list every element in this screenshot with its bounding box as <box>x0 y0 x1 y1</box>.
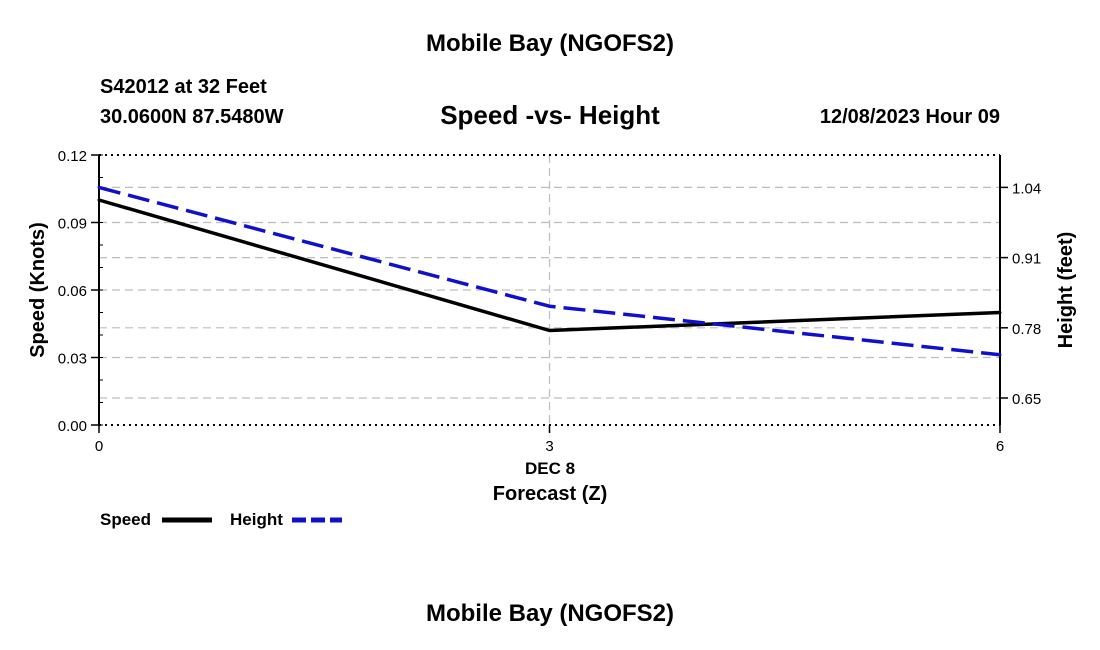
data-point-height <box>998 353 1002 357</box>
right-tick-label: 0.78 <box>1012 321 1041 338</box>
data-point-speed <box>97 198 101 202</box>
legend-label-height: Height <box>230 510 283 529</box>
right-tick-label: 0.91 <box>1012 251 1041 268</box>
left-tick-label: 0.00 <box>58 418 87 435</box>
left-tick-label: 0.09 <box>58 216 87 233</box>
legend-label-speed: Speed <box>100 510 151 529</box>
x-tick-label: 3 <box>545 438 553 455</box>
bottom-title: Mobile Bay (NGOFS2) <box>425 600 675 627</box>
right-tick-label: 0.65 <box>1012 391 1041 408</box>
y-axis-right-label: Height (feet) <box>1055 232 1077 349</box>
data-point-height <box>548 304 551 308</box>
top-title: Mobile Bay (NGOFS2) <box>425 30 675 57</box>
coordinates-label: 30.0600N 87.5480W <box>100 106 284 128</box>
legend: Speed Height <box>100 510 342 529</box>
chart-title: Speed -vs- Height <box>440 100 660 130</box>
date-label: 12/08/2023 Hour 09 <box>819 106 1000 128</box>
x-date-label: DEC 8 <box>525 459 575 478</box>
data-point-speed <box>998 311 1002 314</box>
station-label: S42012 at 32 Feet <box>100 76 267 98</box>
x-axis-label: Forecast (Z) <box>493 483 607 505</box>
x-tick-label: 0 <box>95 438 103 455</box>
data-point-speed <box>548 329 551 332</box>
left-tick-label: 0.03 <box>58 351 87 368</box>
grid-lines <box>99 155 1000 425</box>
data-point-height <box>97 185 101 189</box>
y-axis-left-label: Speed (Knots) <box>27 222 49 358</box>
left-tick-label: 0.12 <box>58 148 87 165</box>
right-tick-label: 1.04 <box>1012 180 1041 197</box>
x-tick-label: 6 <box>996 438 1004 455</box>
left-tick-label: 0.06 <box>58 283 87 300</box>
series-lines <box>97 185 1002 357</box>
